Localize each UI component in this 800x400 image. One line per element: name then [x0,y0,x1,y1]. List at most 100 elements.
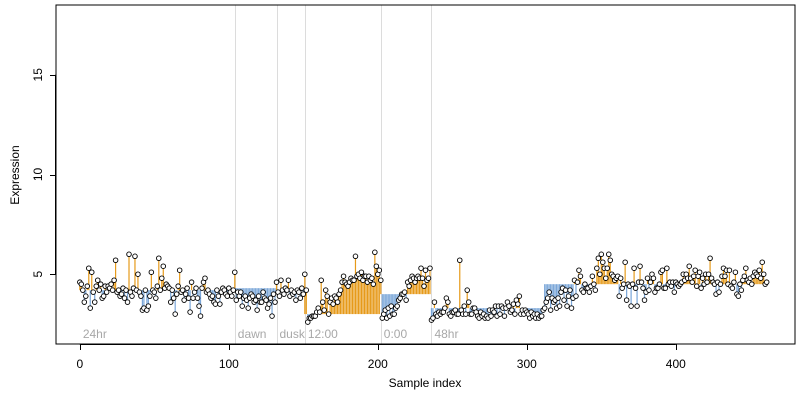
data-point-10 [91,299,98,305]
x-tick-label-3: 300 [517,357,537,371]
data-point-292 [512,311,518,317]
data-point-366 [622,259,628,265]
data-point-52 [154,283,161,289]
data-point-378 [640,285,646,291]
data-point-116 [249,293,256,299]
data-point-24 [112,257,119,263]
data-point-229 [418,265,424,271]
y-tick-label-2: 15 [31,68,45,82]
data-point-373 [632,285,639,291]
data-point-149 [299,285,305,291]
data-point-255 [457,257,463,263]
data-point-134 [276,293,283,299]
data-point-147 [296,289,302,295]
data-point-322 [556,303,563,309]
data-point-113 [245,305,251,311]
data-point-353 [603,275,609,281]
condition-label-2: 12:00 [308,327,338,341]
data-point-8 [89,269,95,275]
data-point-140 [285,277,292,283]
data-point-132 [273,279,280,285]
data-point-80 [196,303,202,309]
data-point-123 [260,289,266,295]
data-point-379 [641,297,648,303]
data-point-35 [129,293,135,299]
data-point-326 [562,287,569,293]
data-point-393 [662,285,669,291]
data-point-166 [324,293,330,299]
data-point-383 [647,279,654,285]
y-axis-title: Expression [8,145,22,204]
data-point-202 [378,277,384,283]
data-point-345 [591,281,597,287]
y-tick-label-0: 5 [31,271,45,278]
data-point-417 [698,285,704,291]
data-point-185 [352,253,359,260]
data-point-165 [322,287,329,293]
data-point-1 [78,281,85,287]
data-point-439 [731,279,737,285]
data-point-148 [297,295,304,301]
data-point-371 [629,281,636,287]
data-point-235 [427,265,433,271]
data-point-234 [425,275,432,281]
data-point-71 [182,291,189,297]
data-point-351 [600,259,606,265]
data-point-30 [121,295,128,301]
data-point-64 [172,311,178,317]
data-point-382 [646,287,652,293]
x-axis: 0 100 200 300 400 [76,344,686,371]
data-point-54 [157,287,164,293]
data-point-446 [741,273,748,279]
data-point-238 [431,299,438,305]
data-point-14 [97,281,104,287]
data-point-118 [252,297,259,303]
condition-lines [235,5,432,344]
data-point-120 [255,293,262,299]
data-point-55 [159,275,165,281]
data-point-109 [239,303,245,309]
x-tick-label-0: 0 [76,357,83,371]
data-point-2 [80,287,86,293]
data-point-315 [546,289,552,295]
data-point-7 [87,305,94,311]
data-point-381 [644,275,651,281]
data-point-3 [81,299,88,305]
data-point-412 [690,273,697,279]
data-point-259 [462,311,469,317]
data-point-37 [132,253,138,260]
data-point-130 [270,291,277,297]
data-point-125 [263,297,269,303]
data-point-23 [111,277,117,283]
data-point-447 [743,265,749,271]
data-point-422 [705,271,712,277]
data-point-282 [497,311,503,317]
data-point-21 [108,281,114,287]
data-point-430 [717,281,724,287]
data-point-137 [281,291,287,297]
data-point-260 [464,287,470,293]
data-point-119 [254,307,260,313]
data-point-416 [696,269,703,275]
data-point-76 [190,295,196,301]
data-point-461 [763,279,770,285]
x-tick-label-4: 400 [666,357,686,371]
data-point-18 [103,289,110,295]
condition-label-0: dawn [238,327,267,341]
data-point-418 [699,275,706,281]
data-point-189 [358,269,365,275]
data-point-338 [580,289,587,295]
data-point-411 [689,279,695,285]
data-point-221 [406,283,412,289]
data-point-389 [656,281,663,287]
data-point-295 [516,293,523,299]
data-point-67 [176,267,183,273]
data-point-163 [319,299,326,305]
y-axis: 5 10 15 [31,68,56,278]
data-point-230 [419,275,426,281]
data-point-231 [421,283,427,289]
data-point-122 [258,299,265,305]
data-point-198 [372,249,378,256]
data-point-247 [445,299,451,305]
data-point-161 [316,309,323,315]
